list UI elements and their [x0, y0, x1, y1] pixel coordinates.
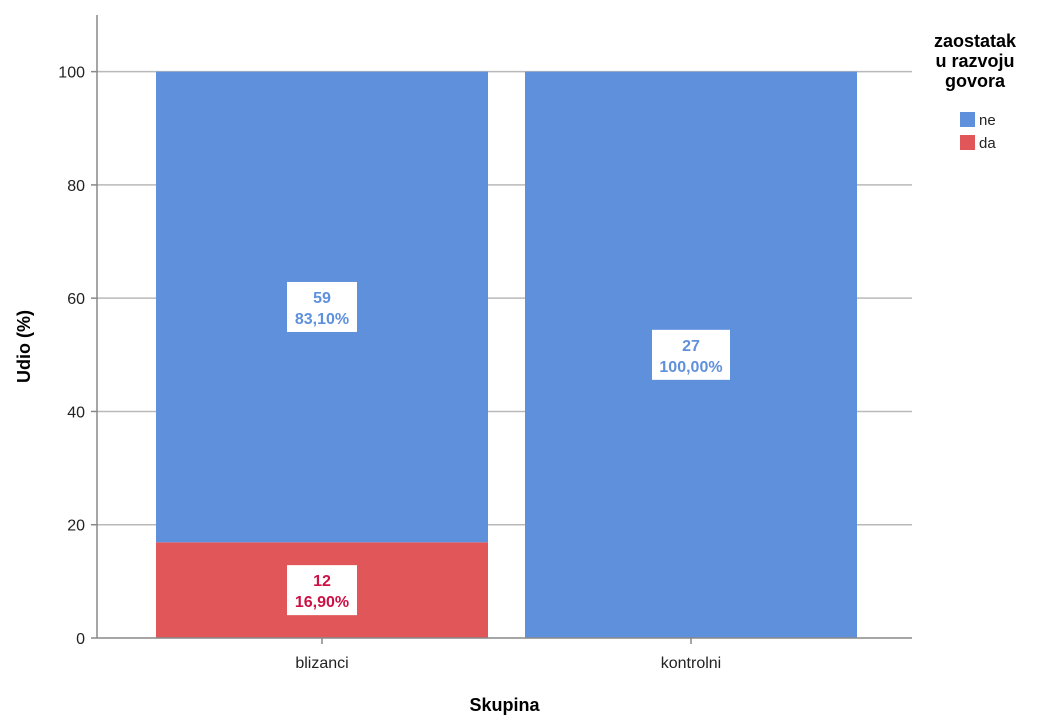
legend-swatch-ne — [960, 112, 975, 127]
legend-title: u razvoju — [935, 51, 1014, 71]
data-label-percent: 16,90% — [295, 594, 349, 611]
data-label-percent: 83,10% — [295, 311, 349, 328]
legend-label-da: da — [979, 135, 996, 152]
data-label-percent: 100,00% — [659, 359, 722, 376]
data-label-count: 27 — [682, 338, 700, 355]
y-tick-label: 60 — [67, 291, 85, 308]
legend-swatch-da — [960, 135, 975, 150]
y-tick-label: 20 — [67, 518, 85, 535]
data-label-box — [287, 281, 357, 332]
y-tick-label: 100 — [58, 65, 85, 82]
data-label-box — [287, 565, 357, 616]
y-tick-label: 0 — [76, 631, 85, 648]
y-tick-label: 40 — [67, 404, 85, 421]
data-label-count: 59 — [313, 290, 331, 307]
y-axis-title: Udio (%) — [14, 310, 34, 383]
x-axis-title: Skupina — [469, 695, 540, 715]
legend-title: govora — [945, 71, 1006, 91]
y-tick-label: 80 — [67, 178, 85, 195]
data-label-count: 12 — [313, 573, 331, 590]
x-tick-label: kontrolni — [661, 655, 721, 672]
legend-label-ne: ne — [979, 112, 996, 129]
legend-title: zaostatak — [934, 31, 1017, 51]
x-tick-label: blizanci — [295, 655, 348, 672]
data-label-box — [652, 329, 730, 380]
